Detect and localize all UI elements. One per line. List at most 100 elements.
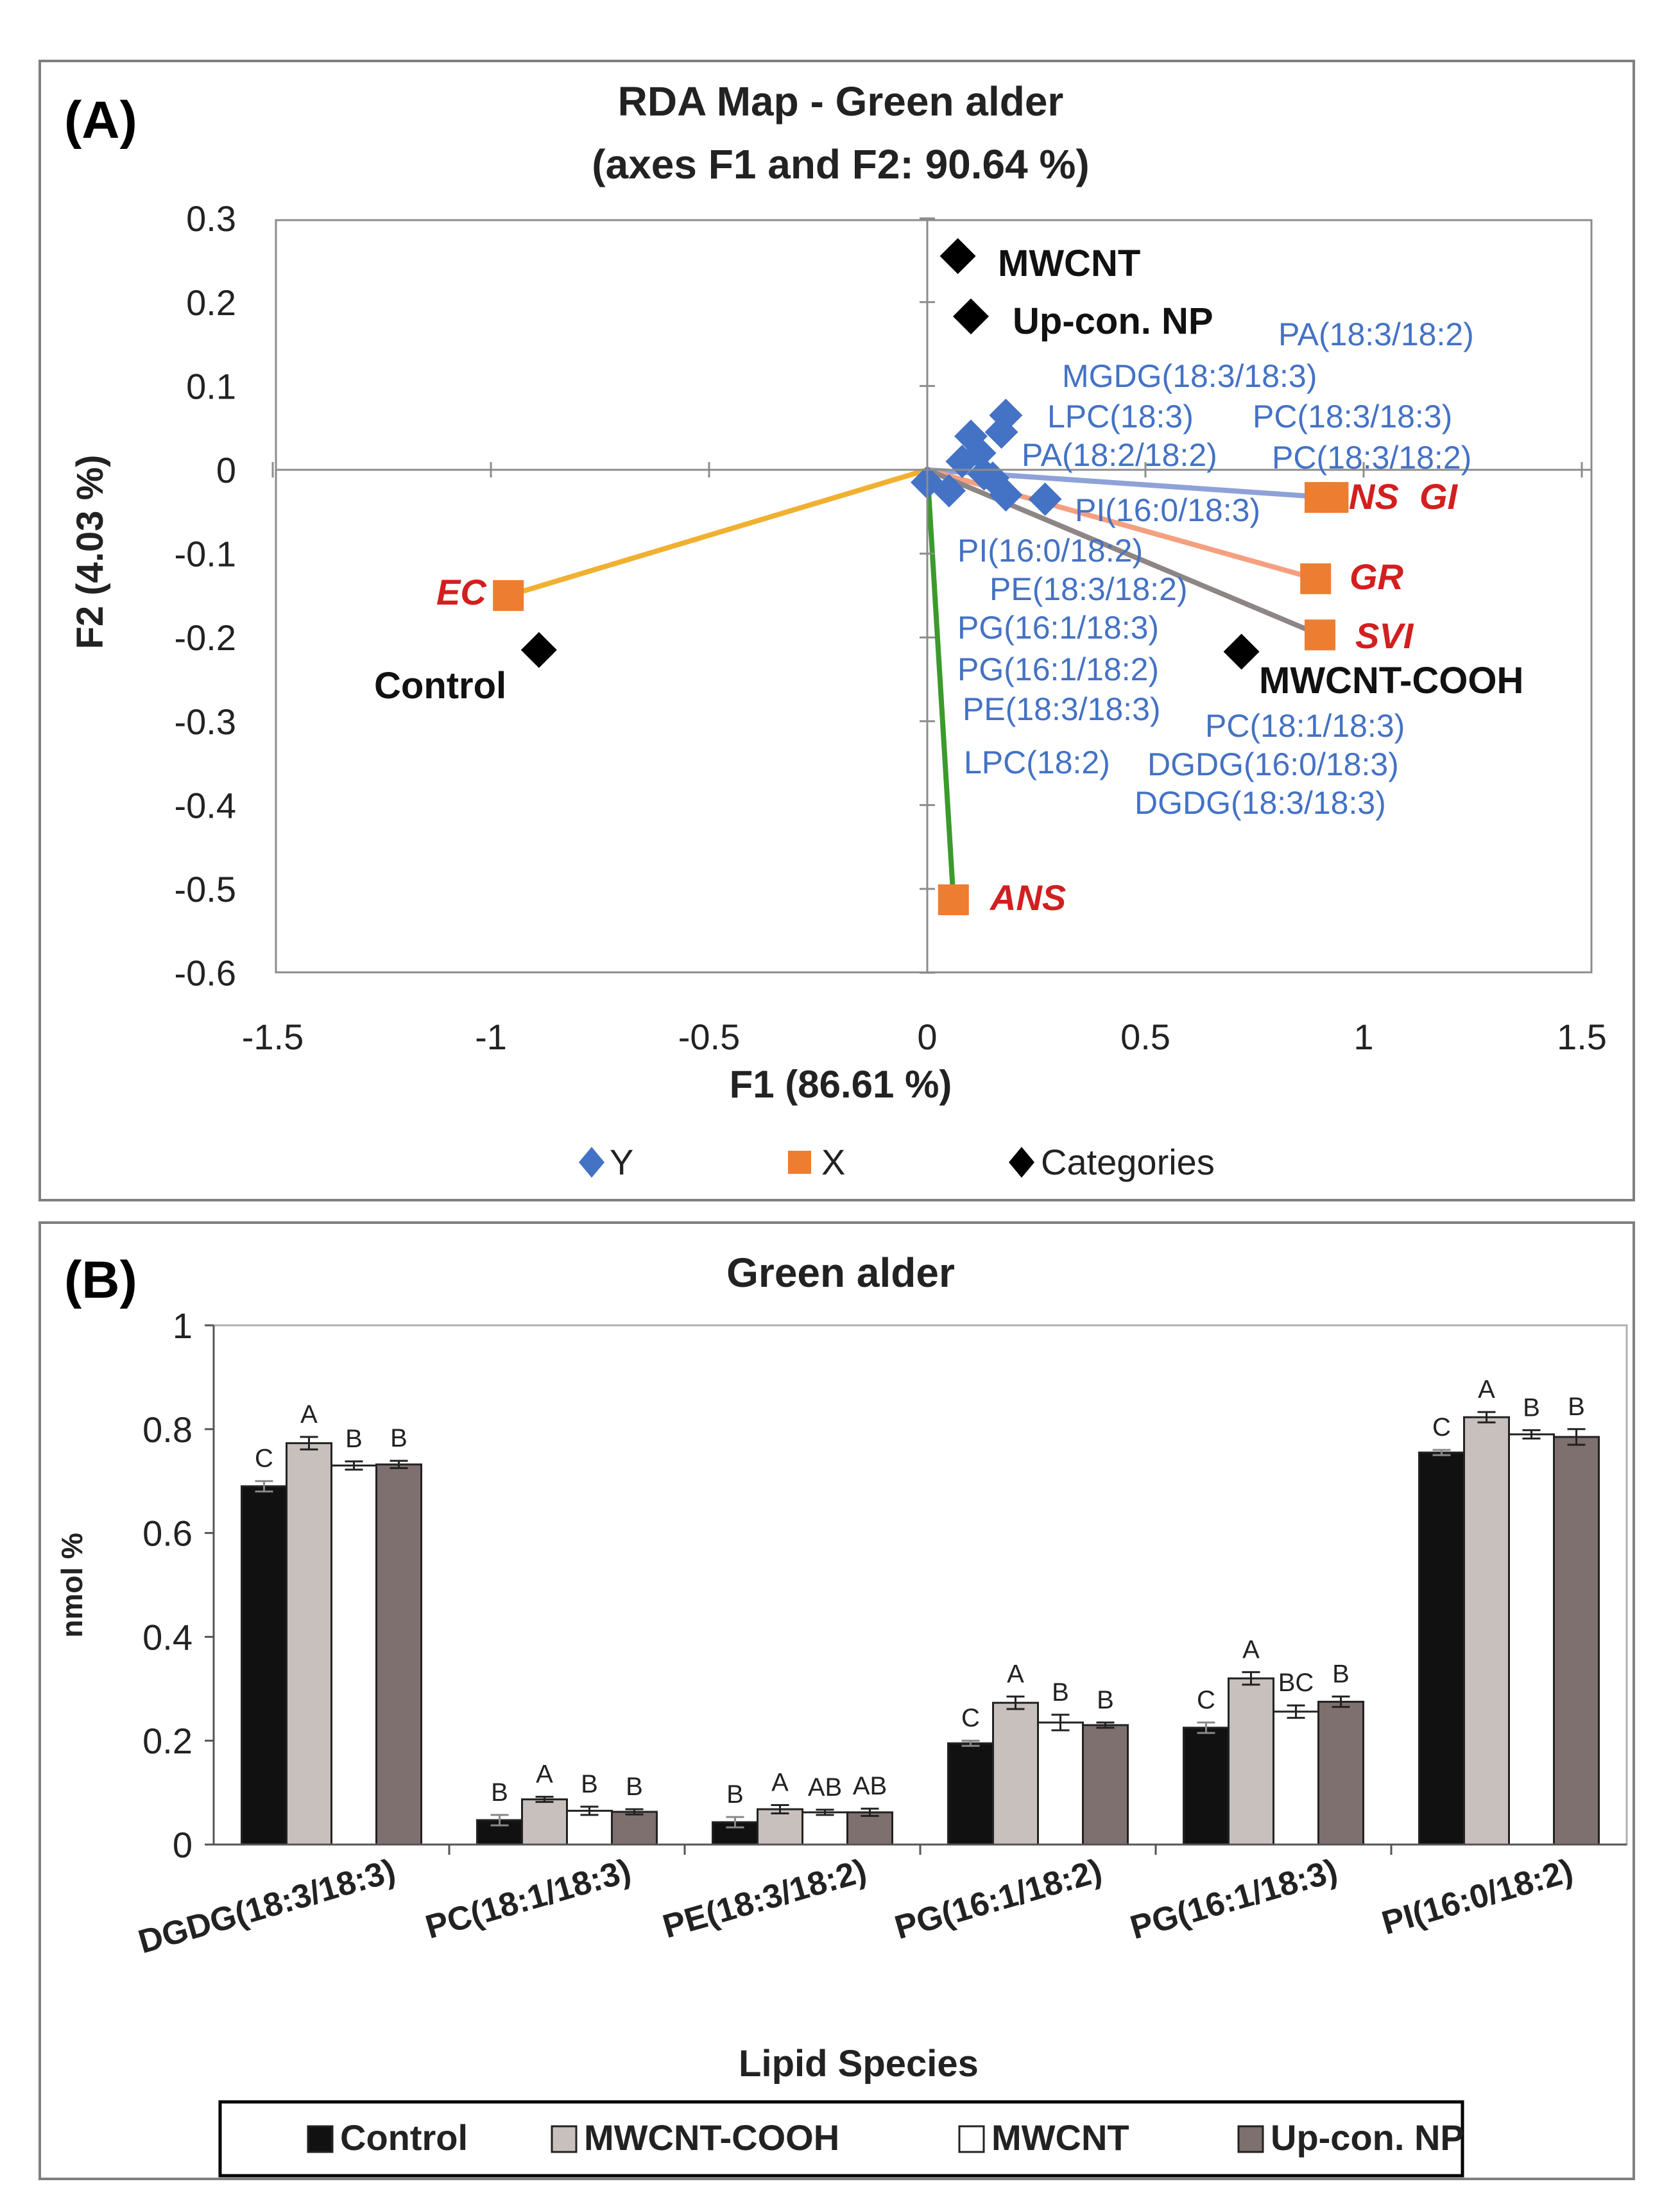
- label-up-con-np: Up-con. NP: [1013, 300, 1213, 342]
- rda-point-x: [493, 580, 524, 611]
- lipid-label: PE(18:3/18:3): [963, 691, 1161, 727]
- bar: [757, 1808, 803, 1846]
- rda-x-axis-label: F1 (86.61 %): [730, 1063, 952, 1106]
- legend-y-label: Y: [610, 1142, 633, 1182]
- label-gi: GI: [1419, 476, 1459, 517]
- rda-lipid-labels: PA(18:3/18:2) MGDG(18:3/18:3) LPC(18:3) …: [957, 316, 1474, 821]
- bar-legend-label: MWCNT-COOH: [584, 2117, 839, 2158]
- rda-x-tick-label: -1.5: [242, 1017, 304, 1057]
- bar-legend-swatch: [958, 2125, 985, 2153]
- rda-x-tick-label: 1: [1353, 1017, 1373, 1057]
- lipid-label: PG(16:1/18:2): [957, 651, 1159, 687]
- bar: [947, 1742, 994, 1846]
- significance-letter: B: [1568, 1393, 1585, 1421]
- significance-letter: A: [300, 1400, 318, 1429]
- significance-letter: A: [771, 1769, 789, 1797]
- legend-categories-marker: [1009, 1147, 1034, 1178]
- rda-point-y: [989, 478, 1023, 512]
- significance-letter: BC: [1278, 1669, 1314, 1697]
- panel-a-label: (A): [64, 91, 137, 150]
- lipid-label: LPC(18:2): [964, 744, 1110, 780]
- rda-x-tick-label: 0.5: [1120, 1017, 1170, 1057]
- rda-y-tick-label: -0.4: [175, 785, 237, 825]
- bar: [286, 1442, 332, 1846]
- bar-y-tick-label: 0.2: [142, 1721, 193, 1761]
- legend-categories-label: Categories: [1041, 1142, 1215, 1182]
- rda-y-tick-label: 0.3: [186, 198, 236, 239]
- panel-a-title: RDA Map - Green alder: [618, 78, 1064, 125]
- significance-letter: A: [1007, 1660, 1024, 1688]
- rda-y-tick-label: -0.2: [175, 617, 237, 658]
- lipid-label: MGDG(18:3/18:3): [1062, 358, 1317, 394]
- bar-y-axis-label: nmol %: [55, 1533, 89, 1638]
- lipid-label: PI(16:0/18:2): [957, 533, 1143, 569]
- significance-letter: B: [390, 1424, 407, 1452]
- label-mwcnt-cooh: MWCNT-COOH: [1259, 660, 1523, 701]
- significance-letter: A: [1242, 1635, 1260, 1664]
- bar: [1228, 1677, 1274, 1846]
- significance-letter: C: [255, 1445, 273, 1473]
- lipid-label: DGDG(18:3/18:3): [1135, 785, 1386, 821]
- significance-letter: B: [1097, 1686, 1114, 1714]
- rda-point-x: [938, 884, 969, 915]
- label-ec: EC: [436, 572, 487, 612]
- significance-letter: B: [1523, 1393, 1540, 1422]
- bar: [1037, 1721, 1084, 1846]
- lipid-label: DGDG(16:0/18:3): [1147, 746, 1399, 782]
- legend-x-marker: [788, 1151, 811, 1174]
- bar: [241, 1485, 287, 1846]
- significance-letter: C: [1197, 1686, 1215, 1714]
- bar-legend-items: Control MWCNT-COOH MWCNT Up-con. NP: [307, 2117, 1464, 2158]
- lipid-label: PC(18:3/18:3): [1253, 399, 1452, 434]
- significance-letter: B: [1052, 1678, 1069, 1707]
- rda-point-x: [1300, 563, 1332, 594]
- rda-point-category: [1223, 633, 1260, 670]
- bar: [1508, 1433, 1555, 1846]
- bar: [1553, 1436, 1600, 1846]
- rda-y-tick-label: -0.5: [175, 869, 237, 909]
- bar: [1317, 1701, 1364, 1846]
- bar: [801, 1811, 848, 1846]
- rda-vector-ans: [925, 469, 956, 900]
- significance-letter: AB: [853, 1772, 887, 1800]
- label-control: Control: [374, 665, 506, 707]
- bar-legend-swatch: [307, 2125, 334, 2153]
- rda-point-y: [1028, 482, 1062, 516]
- bar-legend-swatch: [1237, 2125, 1264, 2153]
- bar: [1273, 1710, 1319, 1846]
- bar: [611, 1811, 658, 1846]
- panel-b-title: Green alder: [726, 1250, 955, 1296]
- rda-legend: Y X Categories: [579, 1142, 1215, 1182]
- bar-legend-label: Control: [340, 2117, 468, 2158]
- panel-a-frame: [39, 60, 1635, 1201]
- bar: [1183, 1726, 1230, 1846]
- significance-letter: B: [581, 1770, 598, 1798]
- rda-x-tick-label: -0.5: [678, 1017, 741, 1057]
- label-svi: SVI: [1355, 615, 1414, 656]
- bar: [1082, 1724, 1129, 1846]
- panel-a-subtitle: (axes F1 and F2: 90.64 %): [592, 141, 1089, 187]
- label-ns: NS: [1349, 476, 1399, 517]
- rda-y-tick-label: -0.1: [175, 534, 237, 574]
- lipid-label: PI(16:0/18:3): [1075, 492, 1260, 528]
- legend-y-marker: [579, 1147, 604, 1178]
- significance-letter: B: [626, 1773, 643, 1801]
- lipid-label: LPC(18:3): [1047, 399, 1194, 434]
- significance-letter: C: [1432, 1413, 1451, 1441]
- lipid-label: PA(18:3/18:2): [1278, 316, 1474, 352]
- bar-y-tick-label: 0: [173, 1825, 193, 1865]
- rda-point-y: [932, 474, 966, 508]
- lipid-label: PE(18:3/18:2): [990, 571, 1188, 607]
- significance-letter: B: [1332, 1660, 1350, 1688]
- significance-letter: AB: [808, 1773, 842, 1802]
- rda-y-tick-label: -0.6: [175, 953, 237, 994]
- rda-x-tick-label: 0: [917, 1017, 937, 1057]
- rda-x-tick-label: 1.5: [1557, 1017, 1607, 1057]
- significance-letter: C: [961, 1704, 980, 1732]
- bar: [1463, 1416, 1510, 1846]
- bar-legend-label: MWCNT: [991, 2117, 1129, 2158]
- rda-y-tick-label: 0: [216, 450, 236, 490]
- significance-letter: B: [491, 1778, 508, 1807]
